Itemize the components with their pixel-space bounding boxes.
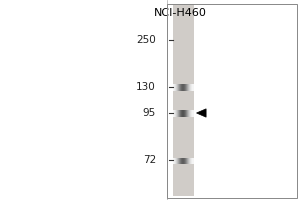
Bar (186, 158, 187, 164)
Bar (180, 84, 181, 90)
Bar (176, 84, 177, 90)
Bar (181, 110, 182, 116)
Bar (175, 158, 176, 164)
Bar (175, 110, 176, 116)
Bar (178, 84, 179, 90)
Bar (172, 110, 174, 116)
Bar (191, 110, 193, 116)
Bar (189, 84, 190, 90)
Bar (174, 84, 175, 90)
Text: 250: 250 (136, 35, 156, 45)
Bar (186, 84, 187, 90)
Bar (183, 110, 184, 116)
Bar (178, 110, 179, 116)
Text: 95: 95 (143, 108, 156, 118)
Bar (189, 110, 190, 116)
Bar (187, 110, 188, 116)
Bar (178, 158, 179, 164)
Bar (179, 84, 180, 90)
Bar (187, 158, 188, 164)
Bar (183, 158, 184, 164)
Bar (180, 158, 181, 164)
Bar (188, 158, 189, 164)
Bar (172, 84, 174, 90)
Bar (191, 84, 193, 90)
Bar (184, 84, 185, 90)
Bar (174, 158, 175, 164)
Bar (175, 84, 176, 90)
Bar (188, 110, 189, 116)
Text: 130: 130 (136, 82, 156, 92)
Bar (193, 110, 194, 116)
Bar (172, 4, 194, 196)
Bar (190, 110, 191, 116)
Bar (184, 158, 185, 164)
Bar (185, 110, 186, 116)
Bar (190, 158, 191, 164)
Bar (183, 84, 184, 90)
Text: NCI-H460: NCI-H460 (154, 8, 206, 18)
Bar (174, 110, 175, 116)
Bar (186, 110, 187, 116)
Bar (185, 158, 186, 164)
Bar (189, 158, 190, 164)
Bar (180, 110, 181, 116)
Bar (190, 84, 191, 90)
Bar (181, 158, 182, 164)
Bar (177, 158, 178, 164)
Bar (176, 158, 177, 164)
Bar (182, 158, 183, 164)
Bar (176, 110, 177, 116)
Bar (172, 158, 174, 164)
Bar (193, 158, 194, 164)
Text: 72: 72 (143, 155, 156, 165)
Bar (188, 84, 189, 90)
Bar (177, 110, 178, 116)
Bar (181, 84, 182, 90)
Bar (182, 110, 183, 116)
Bar (167, 4, 297, 198)
Bar (179, 158, 180, 164)
Bar (182, 84, 183, 90)
Bar (191, 158, 193, 164)
Polygon shape (196, 109, 206, 117)
Bar (179, 110, 180, 116)
Bar (187, 84, 188, 90)
Bar (185, 84, 186, 90)
Bar (177, 84, 178, 90)
Bar (193, 84, 194, 90)
Bar (184, 110, 185, 116)
